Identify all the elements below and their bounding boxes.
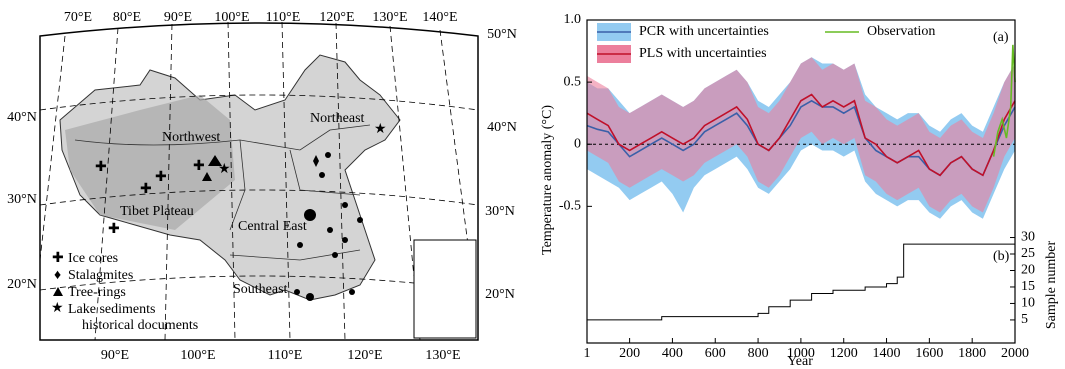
lon-label: 130°E	[372, 10, 407, 25]
legend-label: Stalagmites	[68, 268, 133, 283]
x-tick-label: 1600	[915, 346, 943, 361]
svg-text:★: ★	[218, 162, 231, 177]
y-axis-title: Temperature anomaly (°C)	[540, 105, 555, 255]
svg-text:★: ★	[374, 122, 387, 137]
legend-symbol: ★	[51, 301, 64, 316]
lon-label: 90°E	[101, 348, 129, 363]
lat-label: 20°N	[485, 287, 515, 302]
lon-label: 110°E	[266, 10, 301, 25]
x-tick-label: 1200	[830, 346, 858, 361]
y2-axis-title: Sample number	[1044, 241, 1059, 330]
uncertainty-band	[587, 57, 1015, 212]
x-tick-label: 1	[584, 346, 591, 361]
lat-label: 40°N	[7, 110, 37, 125]
legend-label: Lake sediments	[68, 302, 155, 317]
legend-symbol: ♦	[54, 268, 61, 283]
legend-label: Observation	[867, 24, 935, 39]
legend-label: PLS with uncertainties	[639, 46, 767, 61]
x-tick-label: 600	[705, 346, 726, 361]
x-tick-label: 1800	[958, 346, 986, 361]
y2-tick-label: 5	[1021, 312, 1028, 327]
annotation: (b)	[993, 249, 1010, 264]
lat-label: 30°N	[7, 192, 37, 207]
inset-map	[414, 240, 476, 338]
lon-label: 120°E	[347, 348, 382, 363]
lat-label: 20°N	[7, 277, 37, 292]
lon-label: 130°E	[425, 348, 460, 363]
x-tick-label: 200	[619, 346, 640, 361]
svg-text:✚: ✚	[193, 159, 205, 174]
lat-label: 50°N	[487, 27, 517, 42]
svg-text:✚: ✚	[95, 160, 107, 175]
x-tick-label: 400	[662, 346, 683, 361]
legend-label: historical documents	[82, 318, 198, 333]
lat-label: 40°N	[487, 120, 517, 135]
region-label: Tibet Plateau	[120, 204, 194, 219]
lon-label: 100°E	[214, 10, 249, 25]
plot-area	[587, 45, 1015, 320]
lat-label: 30°N	[485, 204, 515, 219]
legend-label: Ice cores	[68, 251, 118, 266]
legend-label: PCR with uncertainties	[639, 24, 769, 39]
svg-text:✚: ✚	[155, 170, 167, 185]
y2-tick-label: 10	[1021, 296, 1035, 311]
y2-tick-label: 30	[1021, 230, 1035, 245]
y2-tick-label: 25	[1021, 246, 1035, 261]
x-tick-label: 1000	[787, 346, 815, 361]
region-label: Southeast	[233, 282, 288, 297]
x-tick-label: 800	[748, 346, 769, 361]
legend-label: Tree-rings	[68, 285, 126, 300]
lon-label: 80°E	[113, 10, 141, 25]
x-tick-label: 1400	[873, 346, 901, 361]
sample-number-line	[587, 244, 1015, 320]
map: ✚✚✚✚✚ ★★ 70°E 80°E 90°E 100°E 110°E 120°…	[7, 10, 517, 363]
svg-text:✚: ✚	[140, 182, 152, 197]
y2-tick-label: 15	[1021, 279, 1035, 294]
figure: ✚✚✚✚✚ ★★ 70°E 80°E 90°E 100°E 110°E 120°…	[0, 0, 1065, 369]
region-label: Central East	[238, 219, 307, 234]
lon-label: 120°E	[319, 10, 354, 25]
region-label: Northeast	[310, 111, 365, 126]
legend-symbol: ✚	[52, 251, 64, 266]
y-tick-label: 0.5	[564, 74, 582, 89]
chart: Year Temperature anomaly (°C) Sample num…	[540, 12, 1059, 369]
y-tick-label: 1.0	[564, 12, 582, 27]
annotation: (a)	[993, 30, 1009, 45]
y2-tick-label: 20	[1021, 263, 1035, 278]
lon-label: 110°E	[268, 348, 303, 363]
y-tick-label: -0.5	[559, 199, 581, 214]
lon-label: 140°E	[422, 10, 457, 25]
lon-label: 70°E	[64, 10, 92, 25]
svg-text:✚: ✚	[108, 222, 120, 237]
x-tick-label: 2000	[1001, 346, 1029, 361]
lon-label: 90°E	[164, 10, 192, 25]
region-label: Northwest	[162, 130, 220, 145]
y-tick-label: 0	[574, 136, 581, 151]
lon-label: 100°E	[180, 348, 215, 363]
